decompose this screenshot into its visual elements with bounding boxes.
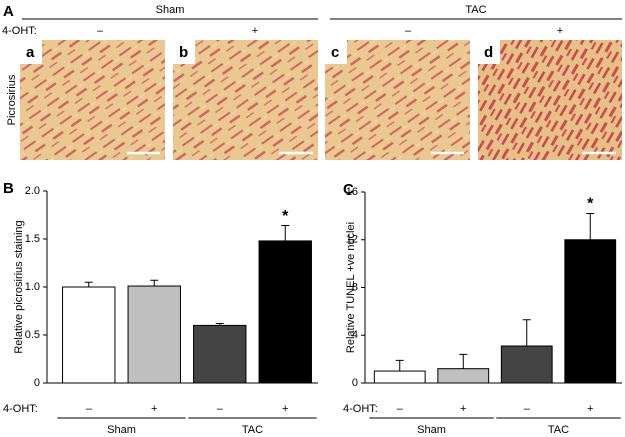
x-tick-label: + <box>460 403 466 415</box>
bar <box>193 324 247 384</box>
y-tick-label: 0 <box>352 377 358 389</box>
panel-label: B <box>3 180 14 197</box>
y-tick-label: 1.5 <box>25 233 40 245</box>
bar <box>437 368 490 384</box>
treatment-label: + <box>557 25 563 37</box>
y-tick-label: 0.5 <box>25 329 40 341</box>
error-bar <box>281 225 290 241</box>
significance-mark: * <box>282 208 289 225</box>
group-label: Sham <box>156 4 185 16</box>
bar <box>62 286 116 384</box>
y-tick-label: 16 <box>346 186 358 198</box>
y-axis-label: Relative picrosirius staining <box>13 220 25 353</box>
y-tick-label: 12 <box>346 234 358 246</box>
y-tick-label: 2.0 <box>25 185 40 197</box>
image-label: c <box>331 44 339 61</box>
bar <box>258 240 312 384</box>
group-label: Sham <box>107 424 136 436</box>
x-row-label: 4-OHT: <box>343 403 378 415</box>
treatment-label: – <box>97 25 104 37</box>
micrograph: b <box>173 40 318 160</box>
bar <box>500 345 553 384</box>
image-label: b <box>179 44 188 61</box>
x-tick-label: + <box>282 403 288 415</box>
error-bar <box>215 322 224 326</box>
x-row-label: 4-OHT: <box>3 403 38 415</box>
micrograph: c <box>325 40 470 160</box>
row-label: 4-OHT: <box>2 25 37 37</box>
error-bar <box>459 353 468 369</box>
x-tick-label: + <box>151 403 157 415</box>
treatment-label: + <box>252 25 258 37</box>
y-tick-label: 4 <box>352 329 358 341</box>
bar <box>127 285 181 384</box>
micrograph: d <box>478 40 622 160</box>
x-tick-label: – <box>524 403 531 415</box>
group-label: TAC <box>242 424 263 436</box>
bar <box>564 239 617 384</box>
y-tick-label: 0 <box>34 377 40 389</box>
x-tick-label: – <box>86 403 93 415</box>
x-tick-label: – <box>397 403 404 415</box>
x-tick-label: – <box>217 403 224 415</box>
error-bar <box>522 319 531 346</box>
image-label: a <box>26 44 35 61</box>
error-bar <box>84 281 93 287</box>
group-label: Sham <box>417 424 446 436</box>
error-bar <box>150 279 159 287</box>
stain-label: Picrosirius <box>6 74 18 125</box>
group-label: TAC <box>465 4 486 16</box>
panel-label: C <box>343 181 354 198</box>
panel-label: A <box>3 3 14 20</box>
micrograph: a <box>20 40 165 160</box>
y-axis-label: Relative TUNEL +ve nuclei <box>345 222 357 353</box>
error-bar <box>586 212 595 240</box>
y-tick-label: 1.0 <box>25 281 40 293</box>
x-tick-label: + <box>587 403 593 415</box>
bar <box>373 370 426 384</box>
group-label: TAC <box>548 424 569 436</box>
significance-mark: * <box>587 196 594 213</box>
error-bar <box>395 359 404 372</box>
y-tick-label: 8 <box>352 281 358 293</box>
treatment-label: – <box>405 25 412 37</box>
image-label: d <box>484 44 493 61</box>
